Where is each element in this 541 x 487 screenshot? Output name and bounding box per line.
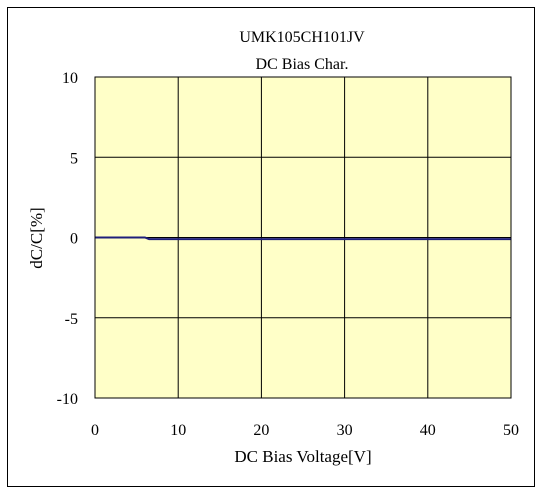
x-tick-label: 0 (91, 422, 99, 439)
x-tick-label: 20 (253, 422, 269, 439)
x-tick-label: 10 (170, 422, 186, 439)
y-tick-labels: 10 5 0 -5 -10 (57, 70, 78, 408)
x-axis-label: DC Bias Voltage[V] (234, 447, 371, 466)
y-axis-label: dC/C[%] (27, 207, 46, 268)
chart-title: UMK105CH101JV (239, 29, 365, 46)
chart-subtitle: DC Bias Char. (256, 56, 349, 73)
y-tick-label: 0 (70, 231, 78, 248)
series-group (95, 236, 511, 241)
x-tick-label: 30 (337, 422, 353, 439)
x-tick-label: 40 (420, 422, 436, 439)
x-tick-label: 50 (503, 422, 519, 439)
y-tick-label: 10 (62, 70, 78, 87)
y-tick-label: -10 (57, 391, 78, 408)
y-tick-label: -5 (65, 311, 78, 328)
plot-border (94, 76, 512, 399)
x-tick-labels: 0 10 20 30 40 50 (91, 422, 519, 439)
series-line (95, 236, 511, 241)
y-tick-label: 5 (70, 150, 78, 167)
